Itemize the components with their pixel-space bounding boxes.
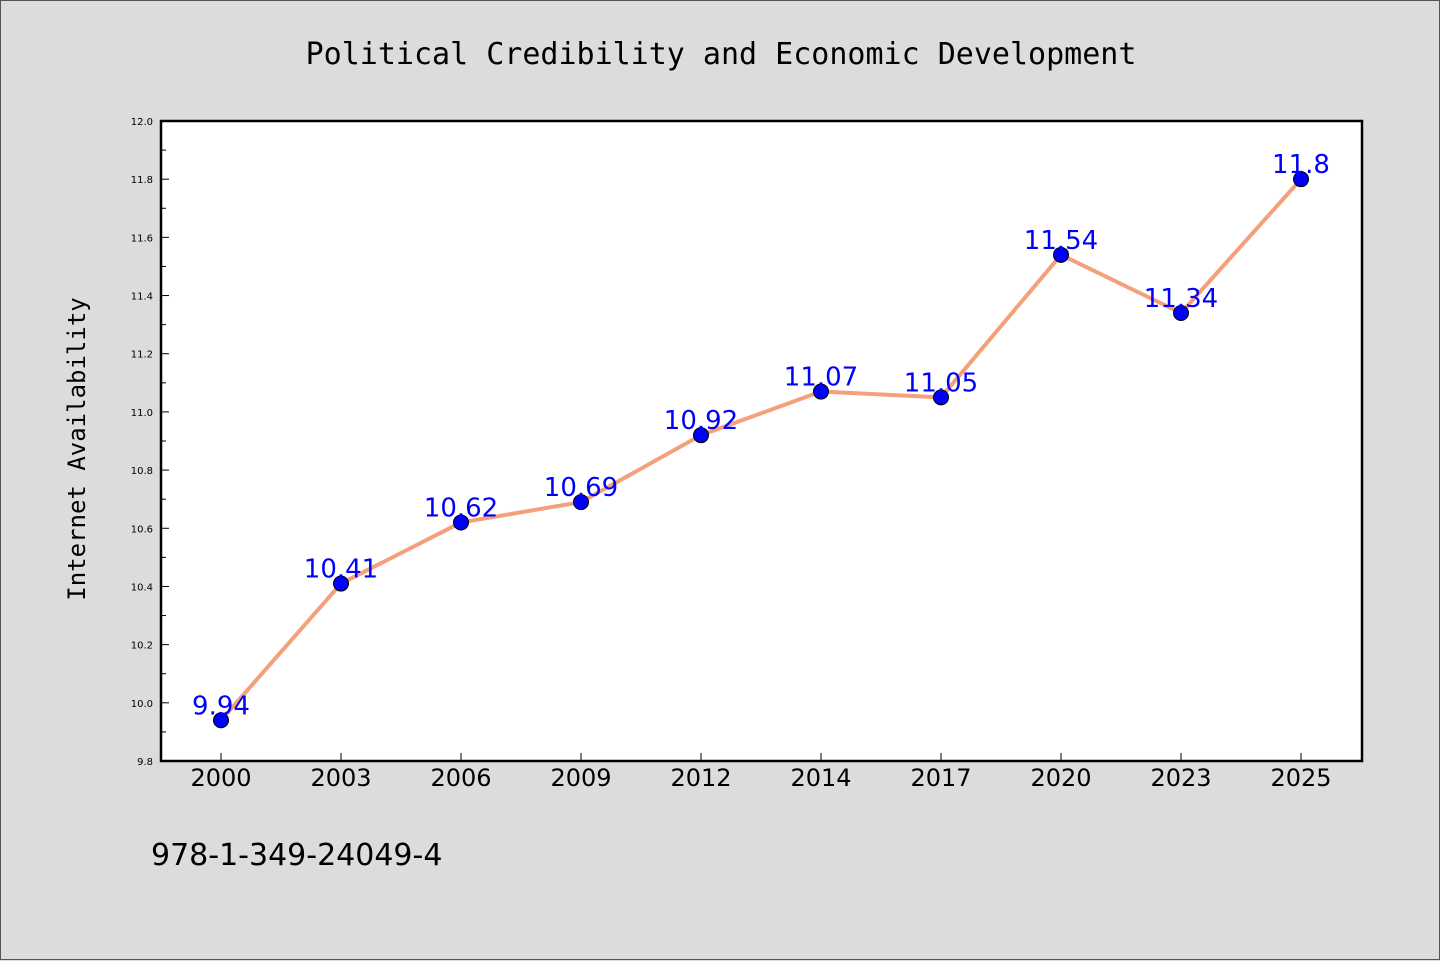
x-tick-label: 2006	[430, 764, 491, 792]
x-tick-label: 2003	[310, 764, 371, 792]
y-tick-label: 10.6	[131, 524, 153, 535]
x-tick-label: 2000	[190, 764, 251, 792]
isbn-text: 978-1-349-24049-4	[151, 838, 442, 873]
y-axis-label: Internet Availability	[63, 297, 91, 600]
data-label: 10.62	[424, 493, 498, 523]
y-tick-label: 10.8	[131, 466, 153, 477]
y-tick-label: 9.8	[137, 757, 153, 768]
y-tick-label: 11.6	[131, 233, 153, 244]
data-label: 10.92	[664, 406, 738, 436]
data-label: 10.69	[544, 473, 618, 503]
y-tick-label: 12.0	[131, 117, 153, 128]
x-tick-label: 2023	[1150, 764, 1211, 792]
y-tick-label: 10.4	[131, 582, 153, 593]
data-point	[573, 494, 589, 511]
data-labels: 9.94 10.41 10.62 10.69 10.92 11.07 11.05 11.54 1…	[192, 150, 1330, 721]
y-tick-label: 11.8	[131, 175, 153, 186]
y-tick-label: 10.0	[131, 699, 153, 710]
x-tick-label: 2020	[1030, 764, 1091, 792]
y-tick-label: 11.2	[131, 350, 153, 361]
y-tick-label: 11.0	[131, 408, 153, 419]
x-axis-ticks: 2000 2003 2006 2009 2012 2014 2017 2020 2023 2025	[190, 753, 1332, 792]
chart-title: Political Credibility and Economic Devel…	[306, 37, 1137, 72]
y-tick-label: 11.4	[131, 292, 153, 303]
data-point	[213, 712, 229, 729]
data-points	[213, 171, 1309, 729]
data-point	[453, 514, 469, 531]
data-point	[813, 383, 829, 400]
data-label: 11.05	[904, 368, 978, 398]
y-tick-label: 10.2	[131, 641, 153, 652]
data-point	[1173, 305, 1189, 321]
plot-area	[159, 119, 1364, 763]
data-label: 10.41	[304, 555, 378, 585]
x-tick-label: 2025	[1270, 764, 1331, 792]
data-point	[693, 427, 709, 444]
data-label: 11.8	[1272, 150, 1330, 180]
x-tick-label: 2014	[790, 764, 851, 792]
data-point	[1293, 171, 1309, 188]
series-line	[219, 177, 1303, 722]
data-label: 9.94	[192, 691, 250, 721]
data-point	[333, 575, 349, 592]
y-axis-ticks: 9.8 10.0 10.2 10.4 10.6 10.8 11.0 11.2 11.4 11.6 1…	[131, 117, 169, 768]
data-label: 11.07	[784, 363, 858, 393]
x-tick-label: 2009	[550, 764, 611, 792]
data-label: 11.34	[1144, 284, 1218, 314]
data-point	[1053, 246, 1069, 263]
data-label: 11.54	[1024, 226, 1098, 256]
x-tick-label: 2017	[910, 764, 971, 792]
data-point	[933, 389, 949, 406]
x-tick-label: 2012	[670, 764, 731, 792]
